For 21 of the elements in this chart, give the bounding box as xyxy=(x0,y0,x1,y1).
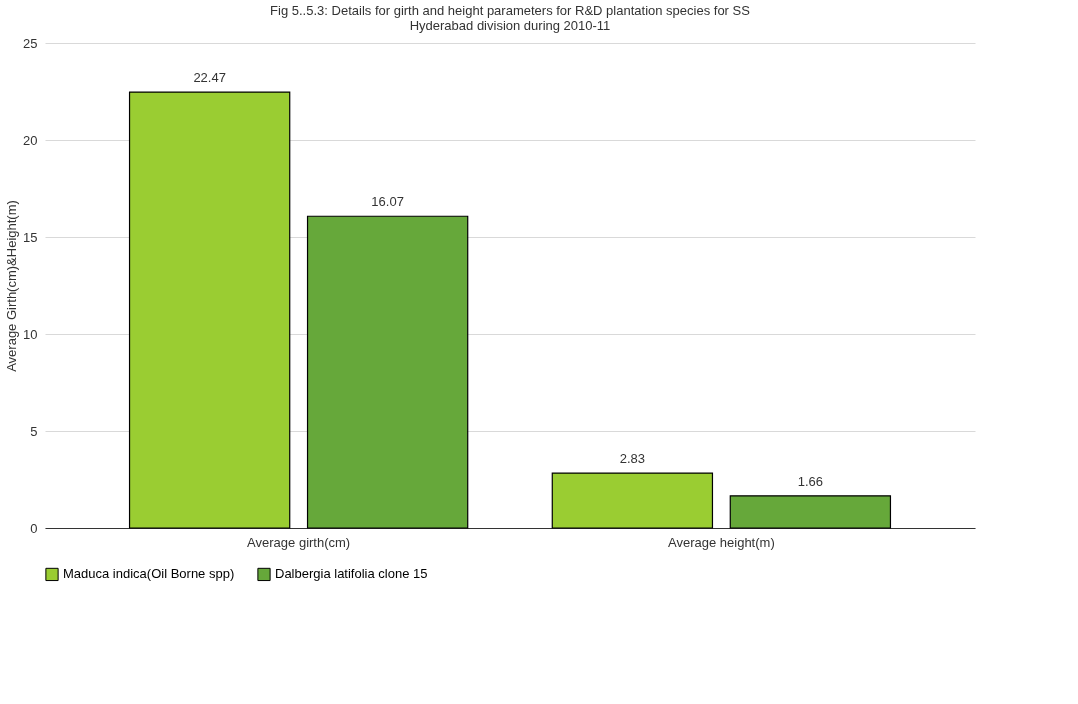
y-tick-label: 25 xyxy=(23,35,38,51)
y-tick-label: 5 xyxy=(30,423,38,439)
legend-label: Dalbergia latifolia clone 15 xyxy=(275,566,428,582)
text: Hyderabad division during 2010-11 xyxy=(409,18,611,33)
text: Fig 5..5.3: Details for girth and height parameters for R&D plantation species for SS xyxy=(270,3,750,18)
data-label: 16.07 xyxy=(371,194,404,210)
bar xyxy=(306,215,469,529)
data-label: 1.66 xyxy=(797,473,824,489)
x-tick-label: Average height(m) xyxy=(668,534,775,550)
y-tick-label: 20 xyxy=(23,132,38,148)
data-label: 22.47 xyxy=(193,70,226,86)
bar xyxy=(729,495,892,529)
x-tick-label: Average girth(cm) xyxy=(247,534,351,550)
bar xyxy=(551,472,714,529)
y-tick-label: 0 xyxy=(30,520,38,536)
legend-label: Maduca indica(Oil Borne spp) xyxy=(63,566,235,582)
y-axis-title: Average Girth(cm)&Height(m) xyxy=(4,200,20,372)
bar xyxy=(128,91,291,529)
y-tick-label: 10 xyxy=(23,326,38,342)
y-tick-label: 15 xyxy=(23,229,38,245)
data-label: 2.83 xyxy=(619,451,646,467)
